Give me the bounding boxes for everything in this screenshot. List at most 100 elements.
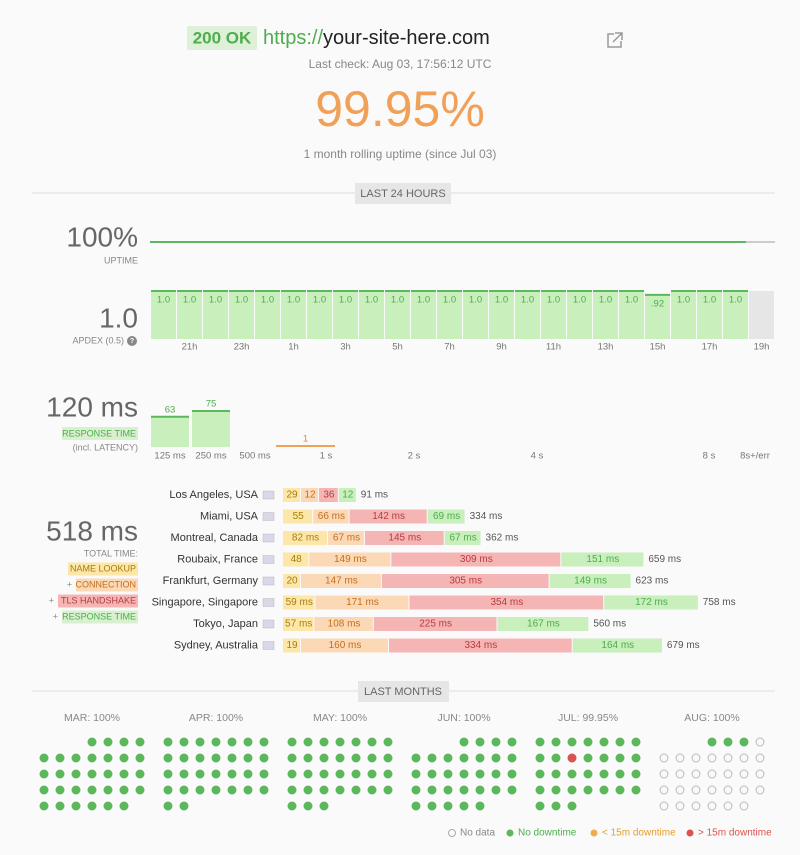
- apdex-bar: [619, 291, 644, 339]
- day-dot: [599, 785, 609, 795]
- location-name: Miami, USA: [200, 510, 259, 522]
- day-dot: [535, 769, 545, 779]
- day-dot: [367, 753, 377, 763]
- help-icon[interactable]: [127, 336, 137, 346]
- apdex-label: APDEX (0.5): [72, 335, 124, 345]
- day-dot: [691, 769, 701, 779]
- legend-dot: [590, 829, 598, 837]
- day-dot: [707, 801, 717, 811]
- day-dot: [119, 769, 129, 779]
- day-dot: [675, 801, 685, 811]
- day-dot: [211, 785, 221, 795]
- bucket-label: 125 ms: [154, 451, 185, 462]
- timing-segment: [572, 638, 662, 653]
- section-label-bg: [358, 681, 449, 702]
- apdex-bar: [541, 291, 566, 339]
- day-dot: [583, 753, 593, 763]
- timing-segment: [328, 531, 364, 545]
- day-dot: [179, 737, 189, 747]
- day-dot: [39, 785, 49, 795]
- total-time: 679 ms: [667, 640, 700, 651]
- day-dot: [119, 785, 129, 795]
- day-dot: [723, 769, 733, 779]
- location-name: Roubaix, France: [177, 553, 258, 565]
- timing-label: 334 ms: [464, 640, 497, 651]
- timing-segment: [283, 595, 315, 610]
- day-dot: [227, 737, 237, 747]
- phase-join: +: [67, 579, 72, 589]
- day-dot: [443, 801, 453, 811]
- timing-segment: [314, 617, 373, 631]
- apdex-value-label: 1.0: [157, 295, 170, 306]
- month-label: JUL: 99.95%: [558, 712, 618, 724]
- day-dot: [71, 769, 81, 779]
- day-dot: [507, 737, 517, 747]
- day-dot: [475, 753, 485, 763]
- total-time: 623 ms: [636, 576, 669, 587]
- day-dot: [367, 737, 377, 747]
- phase-join: +: [53, 611, 58, 621]
- apdex-bar: [489, 291, 514, 339]
- day-dot: [475, 785, 485, 795]
- flag: [262, 490, 275, 500]
- total-time: 659 ms: [648, 554, 681, 565]
- help-mark[interactable]: ?: [130, 338, 134, 345]
- section-title: LAST 24 HOURS: [360, 188, 445, 200]
- phase-badge-bg: [68, 562, 138, 576]
- apdex-bar: [333, 291, 358, 339]
- day-dot: [739, 785, 749, 795]
- timing-label: 67 ms: [450, 533, 477, 544]
- day-dot: [631, 737, 641, 747]
- total-time: 758 ms: [703, 597, 736, 608]
- day-dot: [119, 737, 129, 747]
- timing-label: 354 ms: [490, 597, 523, 608]
- legend-label: No data: [460, 828, 495, 839]
- timing-label: 57 ms: [285, 619, 312, 630]
- apdex-bar: [255, 291, 280, 339]
- timing-segment: [549, 574, 631, 588]
- day-dot: [287, 769, 297, 779]
- hour-label: 19h: [754, 342, 770, 353]
- legend-dot: [506, 829, 514, 837]
- bucket-label: 1 s: [320, 451, 333, 462]
- day-dot: [287, 785, 297, 795]
- histogram-value: 1: [303, 434, 308, 445]
- timing-label: 305 ms: [449, 576, 482, 587]
- site-url[interactable]: https://your-site-here.com: [263, 27, 490, 49]
- day-dot: [599, 769, 609, 779]
- timing-segment: [283, 552, 309, 567]
- total-time: 91 ms: [361, 490, 388, 501]
- day-dot: [723, 737, 733, 747]
- day-dot: [71, 801, 81, 811]
- bucket-label: 500 ms: [239, 451, 270, 462]
- day-dot: [551, 753, 561, 763]
- histogram-bar: [192, 411, 230, 447]
- section-title: LAST MONTHS: [364, 686, 442, 698]
- day-dot: [383, 737, 393, 747]
- apdex-bar: [671, 291, 696, 339]
- apdex-value-label: 1.0: [339, 295, 352, 306]
- day-dot: [227, 769, 237, 779]
- timing-label: 82 ms: [292, 533, 319, 544]
- total-time: 362 ms: [486, 533, 519, 544]
- day-dot: [195, 737, 205, 747]
- external-link-icon[interactable]: [607, 32, 623, 48]
- day-dot: [411, 785, 421, 795]
- month-label: JUN: 100%: [437, 712, 490, 724]
- apdex-bar: [463, 291, 488, 339]
- day-dot: [103, 769, 113, 779]
- hour-label: 13h: [598, 342, 614, 353]
- day-dot: [55, 801, 65, 811]
- apdex-value-label: 1.0: [183, 295, 196, 306]
- day-dot: [615, 737, 625, 747]
- day-dot: [55, 769, 65, 779]
- apdex-bar: [281, 291, 306, 339]
- day-dot: [755, 737, 765, 747]
- timing-label: 149 ms: [574, 576, 607, 587]
- timing-label: 29: [286, 490, 298, 501]
- apdex-value-label: 1.0: [573, 295, 586, 306]
- legend-dot: [686, 829, 694, 837]
- timing-segment: [313, 509, 349, 524]
- day-dot: [211, 769, 221, 779]
